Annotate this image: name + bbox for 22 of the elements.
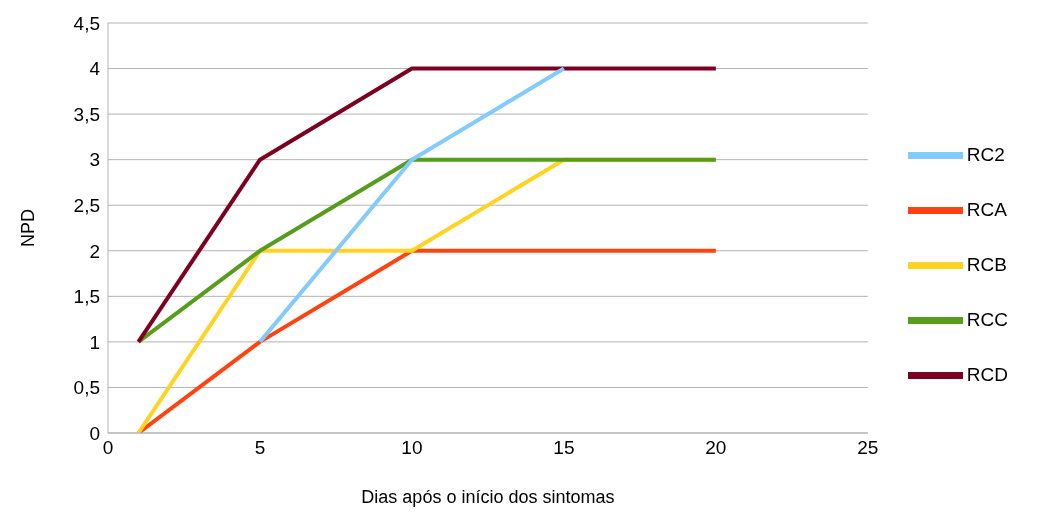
x-tick-label: 5 [254, 437, 266, 459]
y-tick-label: 1 [89, 331, 100, 353]
y-tick-label: 4 [89, 58, 101, 80]
y-tick-label: 3 [89, 149, 100, 171]
legend-label: RC2 [966, 143, 1005, 165]
x-tick-label: 10 [401, 437, 423, 459]
legend-label: RCC [966, 308, 1008, 330]
x-tick-label: 15 [553, 437, 575, 459]
legend-label: RCA [966, 198, 1007, 220]
y-tick-label: 3,5 [73, 103, 100, 125]
y-tick-label: 0 [89, 422, 100, 444]
y-tick-label: 0,5 [73, 377, 100, 399]
x-tick-label: 20 [705, 437, 727, 459]
y-tick-label: 4,5 [73, 12, 100, 34]
x-axis-title: Dias após o início dos sintomas [361, 487, 615, 507]
y-tick-label: 2,5 [73, 194, 100, 216]
y-axis-title: NPD [18, 208, 39, 248]
y-tick-label: 2 [89, 240, 100, 262]
legend-label: RCB [966, 253, 1007, 275]
y-tick-label: 1,5 [73, 286, 100, 308]
x-tick-label: 25 [857, 437, 879, 459]
legend-label: RCD [966, 363, 1008, 385]
